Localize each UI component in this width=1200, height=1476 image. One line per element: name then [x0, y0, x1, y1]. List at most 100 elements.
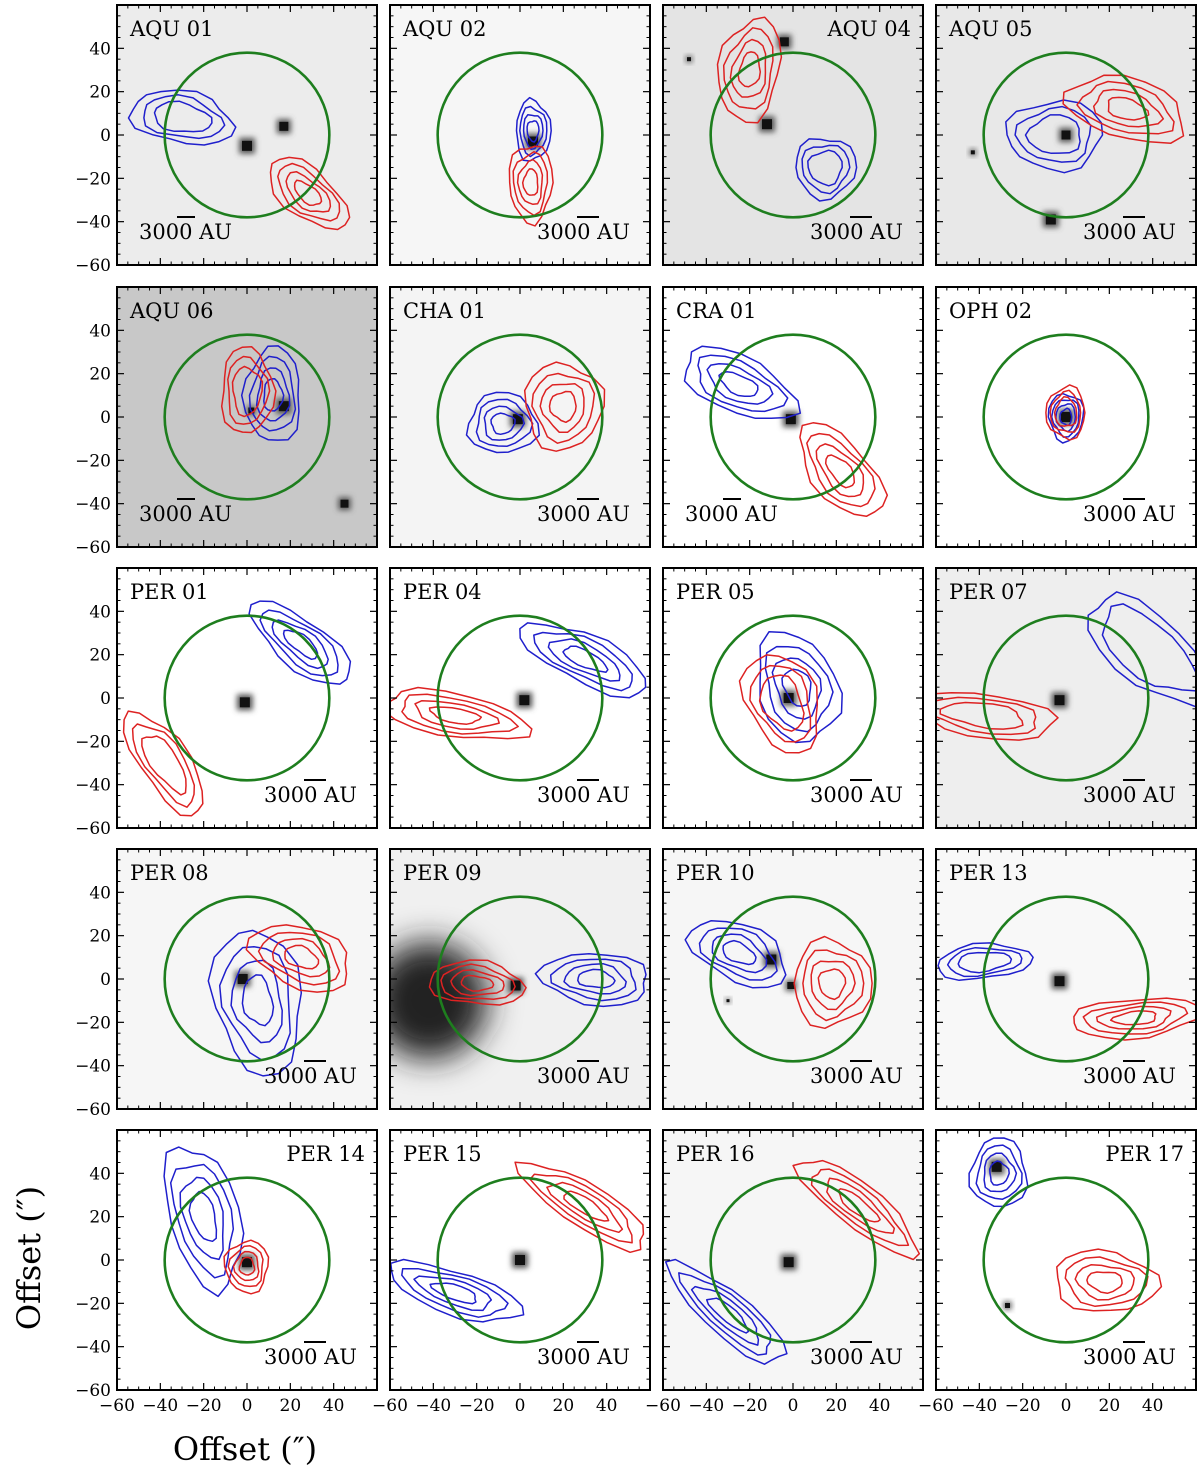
- red-lobe-contour: [563, 1190, 610, 1222]
- y-tick-label: 40: [89, 602, 111, 622]
- y-tick-label: −20: [75, 169, 111, 189]
- x-tick-label: −40: [142, 1396, 178, 1416]
- blue-lobe-contour: [678, 1272, 772, 1356]
- red-lobe-contour: [802, 949, 865, 1022]
- x-tick-label: −40: [688, 1396, 724, 1416]
- panel-cra-01: CRA 01 3000 AU: [662, 286, 924, 548]
- panel-per-15: −60 −40 −20 0 20 40 PER 15 3000 AU: [372, 1129, 651, 1416]
- source-peak: [1061, 412, 1071, 422]
- source-peak: [519, 695, 530, 706]
- red-lobe-contour: [428, 706, 483, 725]
- red-lobe-contour: [245, 924, 348, 993]
- x-tick-label: −60: [918, 1396, 954, 1416]
- y-tick-label: 20: [89, 927, 111, 947]
- blue-lobe-contour: [515, 96, 552, 162]
- panel-aqu-06: −60 −40 −20 0 20 40 AQU 06 3000 AU: [75, 286, 378, 558]
- blue-lobe-contour: [255, 367, 291, 422]
- panel-label: PER 09: [403, 861, 482, 885]
- x-tick-label: 40: [1142, 1396, 1164, 1416]
- blue-lobe-contour: [522, 114, 544, 151]
- blue-lobe-contour: [807, 149, 843, 187]
- source-peak: [340, 499, 349, 508]
- red-lobe-contour: [514, 1161, 645, 1254]
- panel-label: PER 05: [676, 580, 755, 604]
- blue-lobe-contour: [401, 1267, 509, 1318]
- source-peak: [687, 57, 691, 62]
- blue-lobe-contour: [533, 631, 633, 692]
- beam-circle: [436, 51, 604, 219]
- red-lobe-contour: [238, 1256, 256, 1276]
- blue-lobe-contour: [429, 1282, 477, 1305]
- blue-lobe-contour: [549, 958, 637, 1002]
- y-tick-label: 20: [89, 83, 111, 103]
- panel-ticks: [389, 4, 651, 266]
- beam-circle: [709, 1176, 877, 1344]
- scalebar-label: 3000 AU: [810, 1345, 903, 1369]
- panel-ticks: [116, 286, 378, 548]
- blue-lobe-contour: [526, 120, 540, 143]
- y-tick-label: 0: [100, 126, 111, 146]
- panel-per-10: PER 10 3000 AU: [662, 848, 924, 1110]
- x-tick-label: −60: [99, 1396, 135, 1416]
- x-tick-label: −20: [186, 1396, 222, 1416]
- red-lobe-contour: [122, 710, 204, 817]
- beam-circle: [436, 1176, 604, 1344]
- y-tick-label: 40: [89, 1164, 111, 1184]
- y-axis-label: Offset (″): [10, 1186, 48, 1330]
- blue-lobe-contour: [968, 1137, 1029, 1208]
- beam-circle: [163, 333, 331, 501]
- source-peak: [237, 974, 248, 984]
- red-lobe-contour: [1092, 88, 1165, 128]
- blue-lobe-contour: [241, 974, 275, 1027]
- x-tick-label: −20: [1005, 1396, 1041, 1416]
- blue-lobe-contour: [577, 968, 616, 989]
- source-peak: [242, 1257, 252, 1268]
- red-lobe-contour: [390, 686, 533, 740]
- blue-lobe-contour: [957, 951, 1013, 974]
- panel-per-14: −60 −40 −20 0 20 40 −60 −40 −20 0 20 40 PER 14 3000 A…: [75, 1129, 378, 1416]
- x-tick-label: 20: [280, 1396, 302, 1416]
- blue-lobe-contour: [698, 927, 778, 981]
- panel-ticks: [935, 567, 1197, 829]
- blue-lobe-contour: [684, 919, 787, 989]
- panel-label: OPH 02: [949, 299, 1032, 323]
- red-lobe-contour: [1056, 1248, 1163, 1312]
- blue-lobe-contour: [1024, 114, 1081, 154]
- beam-circle: [163, 614, 331, 782]
- panel-cha-01: CHA 01 3000 AU: [389, 286, 651, 548]
- blue-lobe-contour: [983, 1152, 1018, 1193]
- panel-per-05: PER 05 3000 AU: [662, 567, 924, 829]
- blue-lobe-contour: [781, 668, 812, 707]
- beam-circle: [436, 333, 604, 501]
- blue-lobe-contour: [771, 657, 823, 720]
- panel-aqu-02: AQU 02 3000 AU: [389, 4, 651, 266]
- red-lobe-contour: [539, 383, 585, 434]
- blue-lobe-contour: [1087, 591, 1196, 708]
- blue-lobe-contour: [465, 391, 541, 454]
- blue-lobe-contour: [483, 405, 526, 441]
- scalebar-label: 3000 AU: [264, 1064, 357, 1088]
- red-lobe-contour: [141, 735, 187, 796]
- panel-ticks: [389, 286, 651, 548]
- source-peak: [239, 697, 250, 708]
- blue-lobe-contour: [240, 345, 300, 441]
- blue-lobe-contour: [179, 1176, 224, 1261]
- y-tick-label: −40: [75, 776, 111, 796]
- red-lobe-contour: [1107, 96, 1150, 121]
- blue-lobe-contour: [706, 362, 774, 405]
- source-peak: [515, 1255, 525, 1265]
- source-peak: [991, 1161, 1002, 1172]
- blue-lobe-contour: [259, 609, 339, 677]
- y-tick-label: −60: [75, 1100, 111, 1120]
- red-lobe-contour: [529, 1173, 633, 1244]
- red-lobe-contour: [1049, 389, 1082, 433]
- x-tick-label: 20: [1099, 1396, 1121, 1416]
- source-blob: [390, 942, 488, 1060]
- x-tick-label: −20: [459, 1396, 495, 1416]
- y-tick-label: −60: [75, 256, 111, 276]
- source-peak: [787, 982, 795, 989]
- red-lobe-contour: [460, 974, 495, 992]
- blue-lobe-contour: [127, 89, 237, 146]
- scalebar-label: 3000 AU: [264, 1345, 357, 1369]
